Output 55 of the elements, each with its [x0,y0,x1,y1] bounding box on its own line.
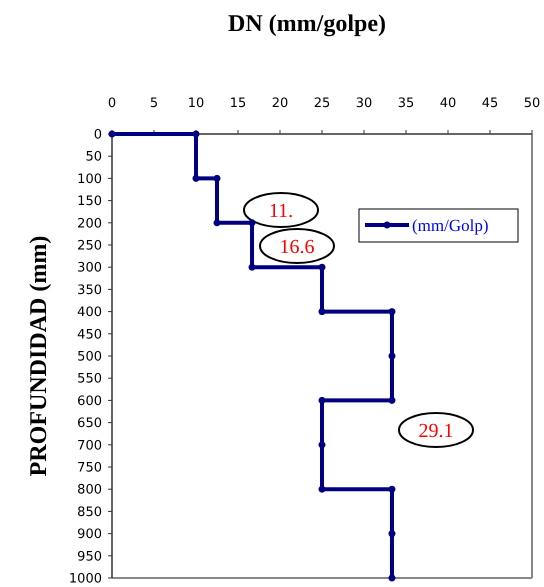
point [388,574,396,582]
x-tick-label: 10 [188,96,204,111]
y-tick-label: 1000 [68,572,102,586]
y-tick-label: 450 [77,327,102,342]
y-tick-label: 0 [94,128,102,142]
y-tick-label: 900 [77,527,102,542]
point [318,264,326,271]
y-tick-label: 350 [77,282,102,298]
point [248,219,256,226]
y-tick-label: 600 [77,394,102,409]
y-tick-label: 750 [77,460,102,476]
y-tick-label: 950 [77,549,102,564]
x-tick-label: 40 [440,96,456,111]
point [388,308,396,316]
y-tick-label: 100 [77,172,102,187]
point [192,130,200,138]
point [318,308,326,316]
y-tick-label: 50 [85,150,102,165]
x-tick-label: 50 [524,96,540,111]
y-tick-label: 800 [77,482,102,498]
x-tick-label: 0 [108,96,116,111]
y-tick-label: 150 [77,194,102,210]
point [318,441,326,448]
x-tick-label: 15 [230,96,246,111]
point [318,396,326,404]
x-tick-label: 5 [150,96,158,111]
y-tick-label: 500 [77,350,102,364]
y-tick-label: 850 [77,504,102,520]
point [388,396,396,404]
x-tick-label: 30 [356,96,372,111]
y-tick-label: 200 [77,216,102,232]
x-tick-label: 35 [398,96,414,111]
y-tick-label: 650 [77,416,102,432]
point [318,486,326,493]
y-tick-label: 250 [77,238,102,254]
legend-label: (mm/Golp) [412,216,488,235]
point [214,219,220,226]
annotation: 29.1 [418,420,454,442]
point [214,174,220,182]
point [388,352,396,360]
x-tick-label: 25 [314,96,330,111]
point [388,486,396,493]
point [248,264,256,271]
y-tick-label: 300 [77,260,102,276]
y-tick-label: 400 [77,305,102,320]
x-tick-label: 45 [482,96,498,111]
chart-title: DN (mm/golpe) [228,11,386,37]
point [192,174,200,182]
x-tick-label: 20 [272,96,288,111]
y-tick-label: 700 [77,438,102,454]
annotation: 11. [268,200,294,222]
y-axis-title: PROFUNDIDAD (mm) [26,236,52,476]
point [388,530,396,538]
y-tick-label: 550 [77,372,102,387]
annotation: 16.6 [280,236,314,258]
